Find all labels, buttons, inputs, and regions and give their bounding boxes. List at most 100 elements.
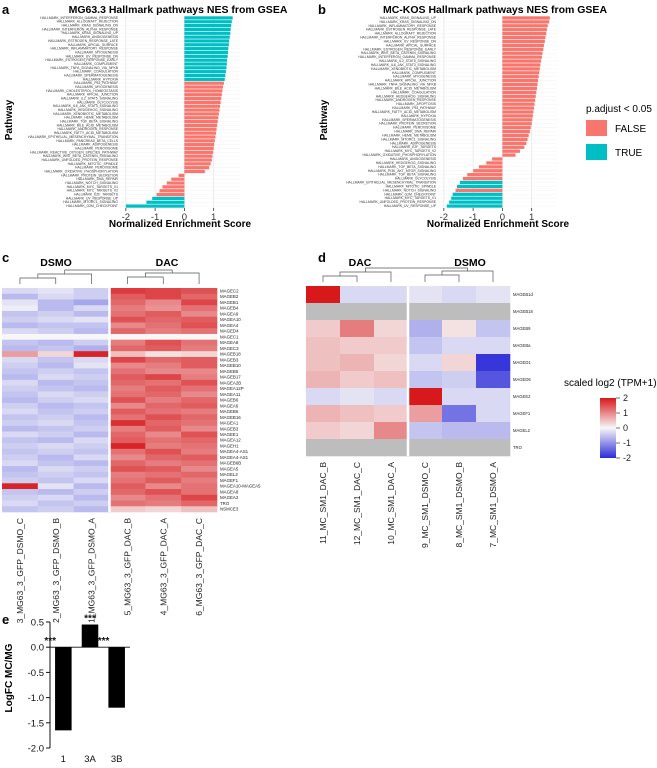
heat-cell (109, 322, 146, 329)
bar (502, 28, 547, 32)
pathway-label: HALLMARK_GLYCOLYSIS (77, 100, 119, 104)
bar (502, 133, 529, 138)
y-tick-label: -0.5 (28, 668, 44, 679)
bar (184, 58, 228, 62)
heat-cell (181, 322, 218, 329)
heat-cell (37, 420, 74, 427)
bar (184, 85, 224, 89)
heat-cell (442, 337, 477, 355)
heat-cell (37, 339, 74, 346)
bar (502, 31, 547, 36)
heat-cell (181, 500, 218, 507)
heat-cell (73, 356, 110, 363)
heat-cell (37, 483, 74, 490)
heat-cell (37, 466, 74, 473)
heat-cell (109, 408, 146, 415)
heat-cell (145, 310, 182, 318)
bar (502, 82, 538, 87)
pathway-label: HALLMARK_TNFA_SIGNALING_VIA_NFKB (369, 83, 437, 87)
heat-cell (181, 397, 218, 404)
pathway-label: HALLMARK_PEROXISOME (75, 146, 119, 150)
legend-label-false: FALSE (615, 124, 646, 135)
heat-cell (145, 288, 182, 295)
heat-cell (145, 500, 182, 507)
heat-cell (2, 414, 39, 421)
heat-cell (109, 374, 146, 381)
pathway-label: HALLMARK_MTORC1_SIGNALING (63, 200, 118, 204)
row-label: MAGEA5 (220, 466, 239, 471)
significance-label: *** (44, 636, 56, 647)
heat-cell (145, 316, 182, 323)
pathway-label: HALLMARK_ANDROGEN_RESPONSE (376, 98, 437, 102)
panel-e-letter: e (2, 612, 9, 627)
row-label: TRO (220, 501, 230, 506)
heat-cell (306, 371, 341, 389)
y-tick-label: 0.0 (31, 643, 44, 654)
heat-cell (73, 305, 110, 312)
row-label: MAGEL2 (220, 472, 238, 477)
heat-cell (109, 288, 146, 295)
row-label: MAGEA10-MAGEA5 (220, 484, 261, 489)
bar (156, 192, 185, 197)
heat-cell (145, 414, 182, 421)
heat-cell (181, 310, 218, 318)
heat-cell (374, 371, 409, 389)
bar (184, 146, 214, 151)
heat-cell (109, 385, 146, 392)
heat-cell (109, 345, 146, 352)
heat-cell (2, 431, 39, 438)
pathway-label: HALLMARK_BILE_ACID_METABOLISM (375, 86, 437, 90)
x-tick-label: -2 (440, 212, 448, 223)
row-label: MAGEB3 (220, 426, 239, 431)
row-label: MAGEB18 (513, 309, 533, 314)
heat-legend-bar (600, 398, 616, 458)
panel-d-letter: d (318, 250, 326, 265)
heat-cell (340, 337, 375, 355)
heat-cell (109, 316, 146, 323)
heat-cell (73, 345, 110, 352)
pathway-label: HALLMARK_MYC_TARGETS_V2 (385, 149, 436, 153)
heat-cell (37, 437, 74, 444)
heat-cell (2, 506, 39, 513)
heat-cell (476, 320, 511, 338)
row-label: MAGEB6B (220, 461, 241, 466)
bar (502, 98, 536, 102)
pathway-label: HALLMARK_HEDGEHOG_SIGNALING (376, 94, 437, 98)
pathway-legend: p.adjust < 0.05 FALSE TRUE (586, 104, 652, 160)
bar (184, 54, 228, 58)
heat-cell (181, 431, 218, 438)
pathway-label: HALLMARK_E2F_TARGETS (392, 145, 437, 149)
heat-cell (442, 303, 477, 321)
heat-cell (73, 494, 110, 501)
pathway-label: HALLMARK_KRAS_SIGNALING_UP (62, 31, 119, 35)
legend-label-true: TRUE (615, 148, 643, 159)
pathway-label: HALLMARK_BILE_ACID_METABOLISM (57, 123, 119, 127)
heat-cell (145, 408, 182, 415)
heat-cell (181, 414, 218, 421)
bar (184, 47, 229, 51)
row-label: MAGEA8 (220, 489, 239, 494)
bar (184, 70, 226, 74)
bar (502, 102, 535, 106)
pathway-label: HALLMARK_ALLOGRAFT_REJECTION (57, 20, 119, 24)
heat-cell (2, 443, 39, 450)
heat-cell (37, 425, 74, 432)
row-label: MAGEB4 (220, 306, 239, 311)
heat-cell (73, 310, 110, 318)
panel-a-ylabel: Pathway (4, 99, 15, 140)
bar (184, 23, 232, 28)
heat-cell (476, 388, 511, 406)
heat-cell (145, 443, 182, 450)
bar (502, 126, 531, 130)
column-label: 7_MC_SM1_DSMO_A (488, 462, 498, 548)
pathway-label: HALLMARK_PROTEIN_SECRETION (379, 122, 436, 126)
bar (502, 20, 550, 24)
heat-cell (306, 337, 341, 355)
bar (455, 188, 503, 193)
pathway-label: HALLMARK_MYOGENESIS (75, 50, 119, 54)
heat-cell (145, 494, 182, 501)
heat-cell (73, 385, 110, 392)
heat-cell (37, 471, 74, 478)
row-label: MAGEA12 (220, 438, 241, 443)
